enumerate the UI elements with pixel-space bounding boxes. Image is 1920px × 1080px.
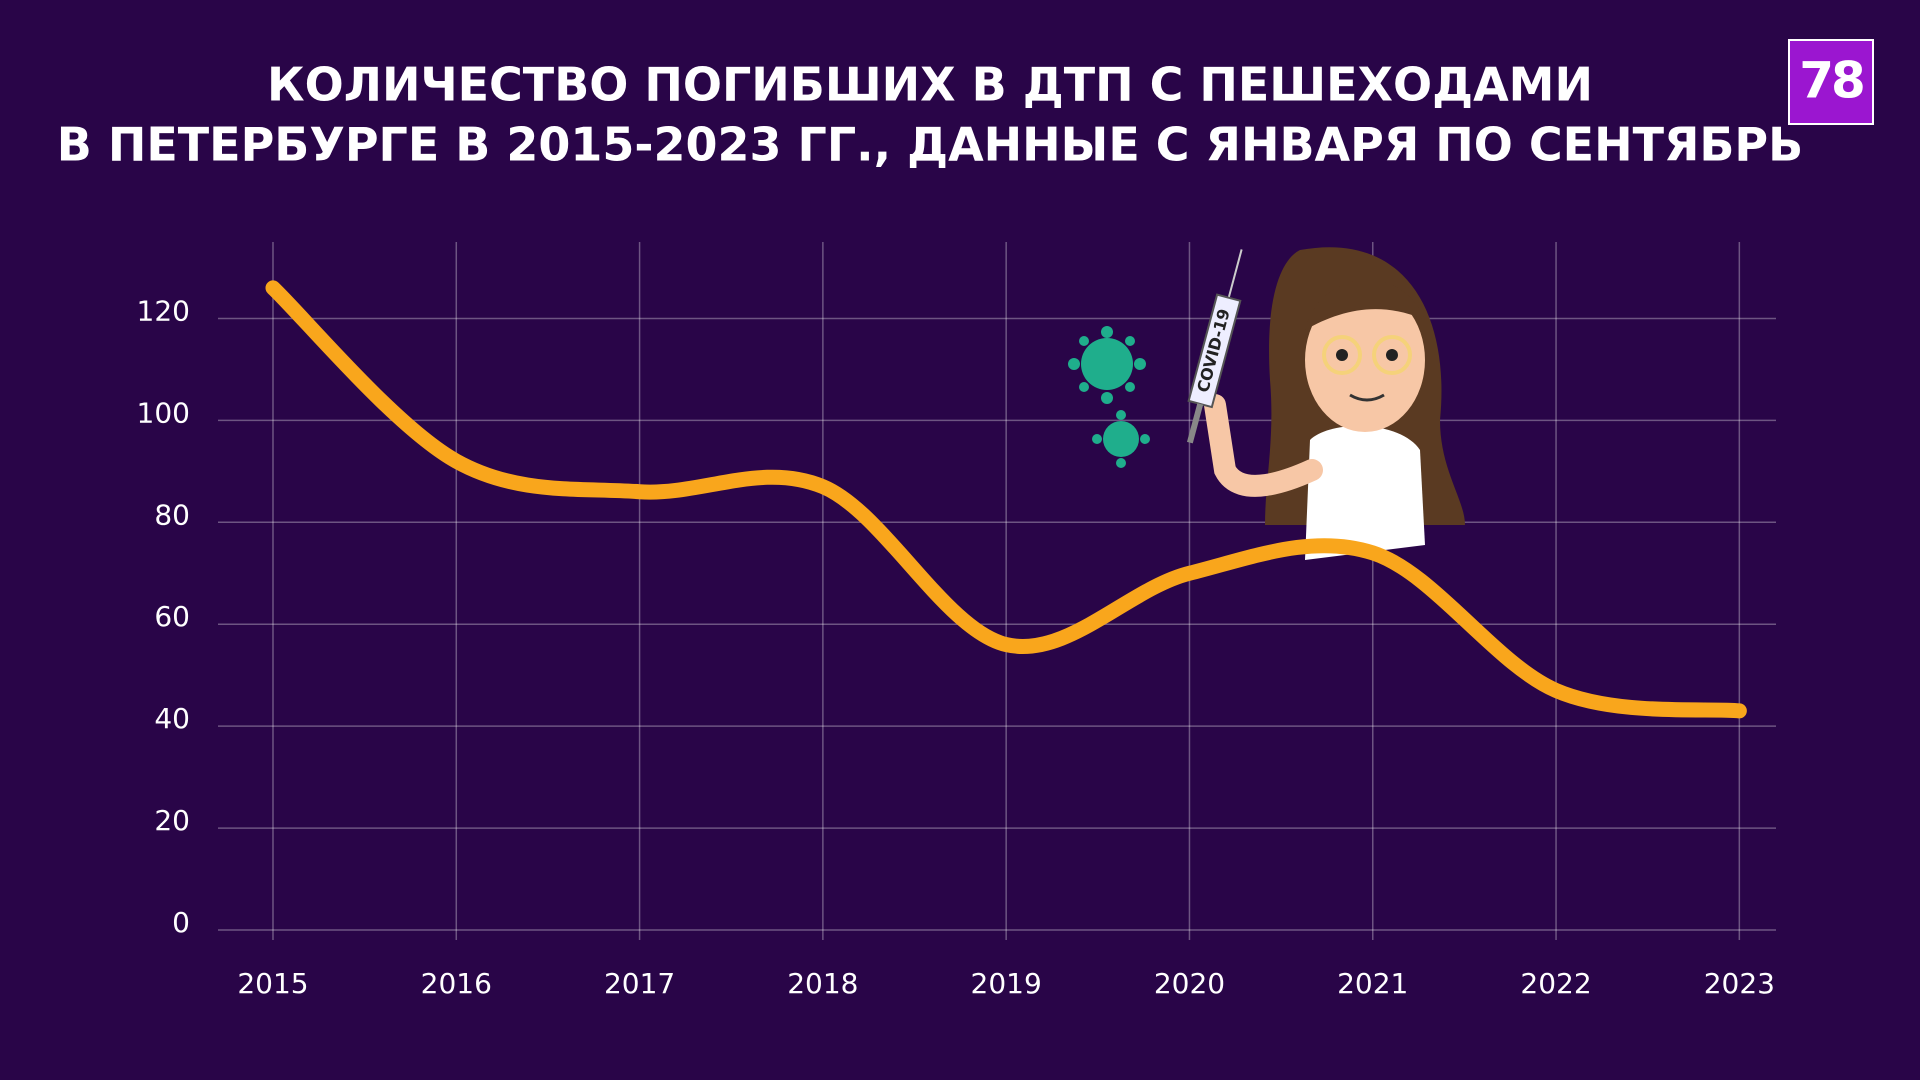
logo-box	[1788, 39, 1874, 125]
y-tick-label: 60	[154, 600, 190, 633]
logo-text: 78	[1799, 52, 1863, 110]
y-tick-label: 80	[154, 498, 190, 531]
y-tick-label: 100	[137, 396, 190, 429]
x-tick-label: 2019	[971, 967, 1042, 1000]
x-tick-label: 2018	[787, 967, 858, 1000]
y-tick-label: 20	[154, 804, 190, 837]
illustration: COVID-19	[1068, 247, 1465, 560]
nurse	[1204, 247, 1465, 560]
chart-title: КОЛИЧЕСТВО ПОГИБШИХ В ДТП С ПЕШЕХОДАМИ	[267, 58, 1593, 112]
data-line	[265, 280, 1747, 719]
logo: 78	[1788, 39, 1874, 125]
x-tick-label: 2023	[1704, 967, 1775, 1000]
chart-title: В ПЕТЕРБУРГЕ В 2015-2023 ГГ., ДАННЫЕ С Я…	[57, 118, 1803, 172]
y-tick-label: 120	[137, 294, 190, 327]
x-tick-label: 2017	[604, 967, 675, 1000]
y-tick-label: 0	[172, 906, 190, 939]
x-tick-label: 2021	[1337, 967, 1408, 1000]
x-tick-label: 2015	[237, 967, 308, 1000]
x-tick-label: 2020	[1154, 967, 1225, 1000]
x-tick-label: 2022	[1520, 967, 1591, 1000]
y-tick-label: 40	[154, 702, 190, 735]
virus	[1068, 326, 1150, 468]
x-tick-label: 2016	[421, 967, 492, 1000]
